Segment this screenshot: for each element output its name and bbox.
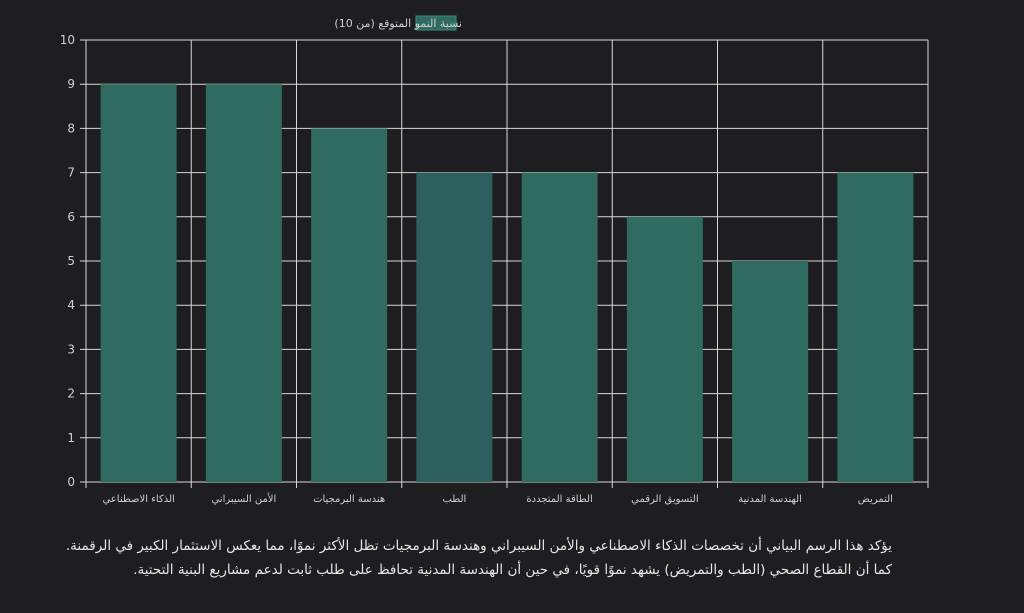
- y-tick-label: 4: [67, 298, 75, 312]
- bar[interactable]: [416, 172, 493, 482]
- x-tick-label: الأمن السيبراني: [211, 492, 276, 505]
- bar[interactable]: [521, 172, 598, 482]
- y-tick-label: 7: [67, 166, 75, 180]
- x-tick-label: الطب: [442, 494, 466, 505]
- bar[interactable]: [100, 84, 177, 482]
- chart-caption: يؤكد هذا الرسم البياني أن تخصصات الذكاء …: [60, 534, 892, 582]
- bar[interactable]: [311, 128, 388, 482]
- legend-swatch[interactable]: [415, 15, 457, 31]
- bar-chart: 0 1 2 3 4 5 6 7 8 9 10 الذكاء الاصطناعي الأمن السيبر…: [60, 15, 929, 505]
- y-tick-label: 5: [67, 254, 75, 268]
- bar[interactable]: [837, 172, 914, 482]
- x-tick-label: الذكاء الاصطناعي: [102, 494, 174, 505]
- y-tick-label: 6: [67, 210, 75, 224]
- y-tick-label: 2: [67, 387, 75, 401]
- y-tick-label: 8: [67, 121, 75, 135]
- x-tick-label: التسويق الرقمي: [631, 494, 698, 505]
- x-tick-label: الهندسة المدنية: [738, 494, 802, 505]
- y-tick-label: 1: [67, 431, 75, 445]
- caption-line-1: يؤكد هذا الرسم البياني أن تخصصات الذكاء …: [65, 538, 892, 554]
- y-tick-label: 0: [67, 475, 75, 489]
- bar[interactable]: [732, 261, 809, 482]
- x-tick-label: الطاقة المتجددة: [526, 494, 592, 505]
- chart-container: 0 1 2 3 4 5 6 7 8 9 10 الذكاء الاصطناعي الأمن السيبر…: [60, 15, 929, 505]
- y-tick-label: 3: [67, 342, 75, 356]
- x-tick-label: التمريض: [858, 494, 893, 505]
- y-tick-label: 9: [67, 77, 75, 91]
- bar[interactable]: [205, 84, 282, 482]
- legend-label: نسبة النمو المتوقع (من 10): [334, 17, 462, 30]
- x-tick-label: هندسة البرمجيات: [313, 494, 385, 505]
- caption-line-2: كما أن القطاع الصحي (الطب والتمريض) يشهد…: [133, 562, 892, 578]
- y-tick-label: 10: [60, 33, 75, 47]
- bar[interactable]: [626, 216, 703, 483]
